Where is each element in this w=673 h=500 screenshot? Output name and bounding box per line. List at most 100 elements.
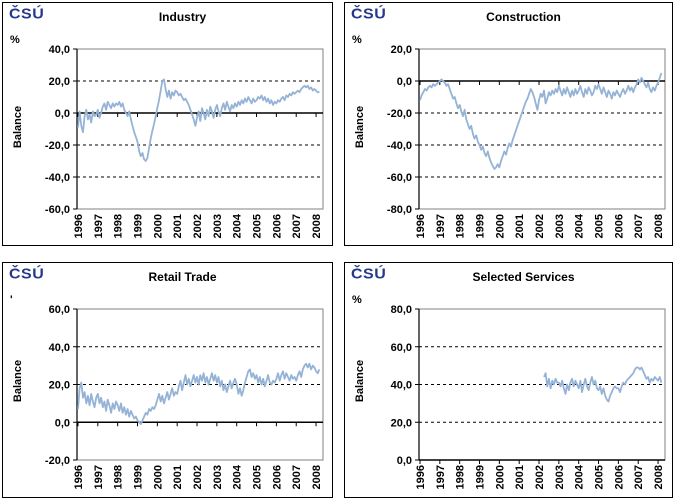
csu-logo: ČSÚ <box>9 6 45 23</box>
x-tick-label: 2008 <box>653 214 665 238</box>
x-tick-label: 2003 <box>554 465 566 489</box>
unit-label: % <box>10 34 20 46</box>
x-tick-label: 2008 <box>311 465 323 489</box>
y-tick-label: 20,0 <box>391 44 412 56</box>
y-axis-title: Balance <box>12 359 25 403</box>
unit-label: % <box>352 34 362 46</box>
y-tick-label: 20,0 <box>49 76 70 88</box>
x-tick-label: 2003 <box>212 214 224 238</box>
x-tick-label: 2002 <box>534 465 546 489</box>
y-axis-title: Balance <box>354 359 367 403</box>
x-tick-label: 2006 <box>613 214 625 238</box>
x-tick-label: 2004 <box>574 464 586 489</box>
x-tick-label: 1999 <box>133 214 145 238</box>
y-tick-label: 40,0 <box>49 342 70 354</box>
x-tick-label: 2007 <box>633 465 645 489</box>
x-tick-label: 2007 <box>291 465 303 489</box>
chart-panel-construction: ČSÚ Construction % Balance 20,0 0,0 -20,0 -… <box>344 2 673 246</box>
y-axis-title: Balance <box>354 105 367 149</box>
x-tick-label: 2008 <box>311 214 323 238</box>
chart-title: Industry <box>158 10 207 24</box>
y-tick-label: 20,0 <box>49 380 70 392</box>
x-tick-label: 2007 <box>291 214 303 238</box>
x-tick-label: 1996 <box>415 214 427 238</box>
x-tick-label: 1998 <box>113 465 125 489</box>
x-tick-label: 1996 <box>73 214 85 238</box>
chart-title: Retail Trade <box>148 270 217 284</box>
y-tick-label: -40,0 <box>387 140 412 152</box>
x-tick-label: 2001 <box>514 214 526 238</box>
x-tick-label: 2004 <box>574 213 586 238</box>
x-tick-label: 2000 <box>494 214 506 238</box>
x-tick-label: 2003 <box>554 214 566 238</box>
csu-logo: ČSÚ <box>9 266 45 283</box>
x-tick-label: 2005 <box>594 214 606 238</box>
y-tick-label: 0,0 <box>397 76 412 88</box>
data-series-line <box>77 78 320 162</box>
plot-border <box>76 48 324 210</box>
x-tick-label: 2001 <box>514 465 526 489</box>
csu-logo: ČSÚ <box>351 6 387 23</box>
x-tick-label: 2004 <box>232 464 244 489</box>
x-tick-label: 1999 <box>475 214 487 238</box>
x-tick-label: 1997 <box>93 465 105 489</box>
y-axis-title: Balance <box>12 105 25 149</box>
chart-panel-retail-trade: ČSÚ Retail Trade ' Balance 60,0 40,0 20,0 0… <box>2 262 333 498</box>
y-tick-label: 0,0 <box>397 455 412 467</box>
x-tick-label: 2007 <box>633 214 645 238</box>
y-tick-label: -20,0 <box>387 108 412 120</box>
x-tick-label: 2005 <box>252 214 264 238</box>
x-tick-label: 2002 <box>192 465 204 489</box>
x-tick-label: 2000 <box>152 214 164 238</box>
x-tick-label: 2001 <box>172 214 184 238</box>
x-tick-label: 2004 <box>232 213 244 238</box>
y-tick-label: -20,0 <box>45 455 70 467</box>
x-tick-label: 2006 <box>271 214 283 238</box>
y-tick-label: -20,0 <box>45 140 70 152</box>
plot-border <box>418 48 666 210</box>
x-tick-label: 1997 <box>435 214 447 238</box>
x-tick-label: 1996 <box>73 465 85 489</box>
chart-panel-selected-services: ČSÚ Selected Services % Balance 80,0 60,0… <box>344 262 673 498</box>
x-tick-label: 1998 <box>113 214 125 238</box>
y-tick-label: -40,0 <box>45 172 70 184</box>
chart-title: Selected Services <box>472 270 575 284</box>
y-tick-label: 60,0 <box>391 342 412 354</box>
x-tick-label: 2003 <box>212 465 224 489</box>
y-tick-label: 40,0 <box>49 44 70 56</box>
x-tick-label: 2000 <box>494 465 506 489</box>
x-tick-label: 1996 <box>415 465 427 489</box>
data-series-line <box>77 362 321 425</box>
data-series-line <box>543 366 663 403</box>
x-tick-label: 1998 <box>455 214 467 238</box>
y-tick-label: 0,0 <box>55 417 70 429</box>
x-tick-label: 2002 <box>534 214 546 238</box>
y-tick-label: -80,0 <box>387 204 412 216</box>
unit-label: % <box>352 294 362 306</box>
x-tick-label: 2008 <box>653 465 665 489</box>
x-tick-label: 1999 <box>475 465 487 489</box>
x-tick-label: 2006 <box>613 465 625 489</box>
x-tick-label: 2006 <box>271 465 283 489</box>
y-tick-label: -60,0 <box>387 172 412 184</box>
unit-label: ' <box>10 294 13 306</box>
x-tick-label: 2001 <box>172 465 184 489</box>
x-tick-label: 1998 <box>455 465 467 489</box>
chart-title: Construction <box>486 10 561 24</box>
data-series-line <box>419 72 663 170</box>
y-tick-label: 60,0 <box>49 304 70 316</box>
y-tick-label: -60,0 <box>45 204 70 216</box>
x-tick-label: 1997 <box>93 214 105 238</box>
y-tick-label: 80,0 <box>391 304 412 316</box>
x-tick-label: 2002 <box>192 214 204 238</box>
x-tick-label: 1999 <box>133 465 145 489</box>
x-tick-label: 1997 <box>435 465 447 489</box>
y-tick-label: 20,0 <box>391 417 412 429</box>
y-tick-label: 0,0 <box>55 108 70 120</box>
x-tick-label: 2000 <box>152 465 164 489</box>
